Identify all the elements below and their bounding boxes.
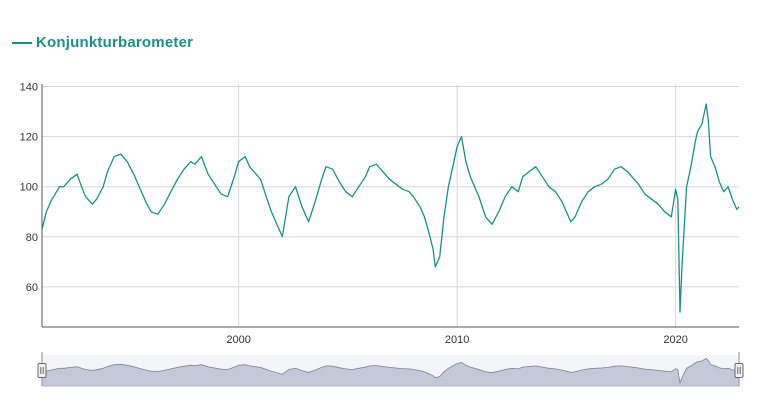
y-tick-label: 100: [20, 182, 38, 194]
x-tick-label: 2000: [226, 334, 250, 346]
series-layer: [41, 103, 740, 313]
handle-grip-icon[interactable]: [37, 363, 47, 378]
x-tick-label: 2020: [663, 334, 687, 346]
grid: [42, 84, 739, 327]
axes: 60 80 100 120 140 2000 2010 2020: [20, 82, 739, 346]
navigator-handle-left[interactable]: [37, 363, 47, 378]
y-tick-label: 140: [20, 82, 38, 94]
y-tick-label: 120: [20, 132, 38, 144]
legend[interactable]: Konjunkturbarometer: [12, 34, 193, 51]
y-tick-label: 60: [26, 282, 38, 294]
series-line-konjunkturbarometer[interactable]: [41, 103, 740, 313]
navigator-series-area: [41, 358, 740, 387]
x-tick-label: 2010: [445, 334, 469, 346]
y-tick-label: 80: [26, 232, 38, 244]
navigator-handle-right[interactable]: [734, 363, 744, 378]
handle-grip-icon[interactable]: [734, 363, 744, 378]
legend-swatch: [12, 41, 32, 44]
legend-label[interactable]: Konjunkturbarometer: [36, 34, 194, 51]
navigator[interactable]: [37, 352, 744, 387]
